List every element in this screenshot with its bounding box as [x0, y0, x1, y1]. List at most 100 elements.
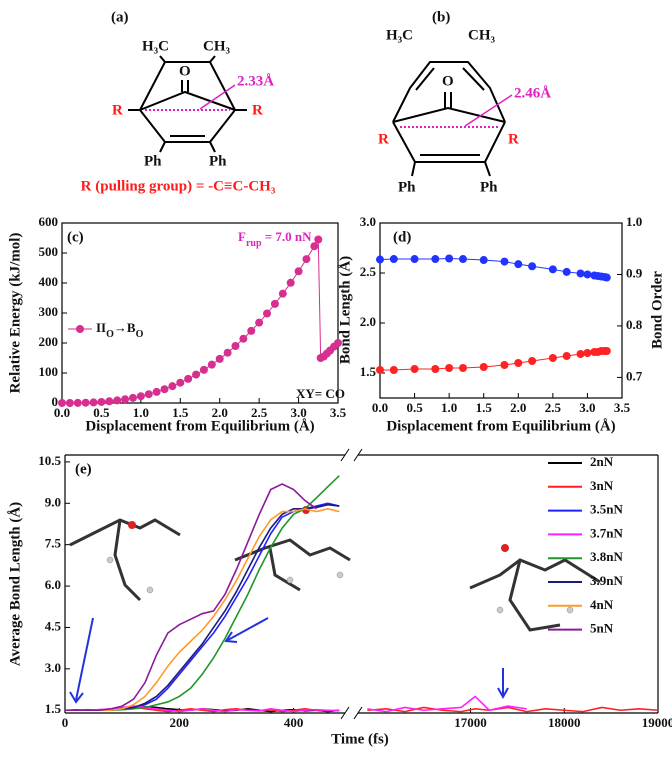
panel-label: (d): [393, 229, 411, 245]
y-tick-label: 1.5: [360, 364, 377, 379]
data-point: [583, 349, 592, 357]
legend-label: 3.7nN: [590, 525, 623, 540]
x-tick-label: 1.5: [172, 405, 189, 420]
x-tick-label: 0.0: [372, 400, 388, 415]
atom-label: Ph: [398, 179, 416, 195]
data-point: [223, 348, 232, 357]
x-tick-label: 0.5: [406, 400, 423, 415]
data-point: [479, 363, 488, 371]
data-point: [270, 299, 279, 308]
data-point: [215, 354, 224, 363]
y-tick-label: 4.5: [45, 618, 62, 633]
data-point: [528, 357, 537, 365]
y-tick-label: 600: [39, 214, 59, 229]
data-point: [431, 365, 440, 373]
y-tick-label: 0.7: [626, 368, 643, 383]
series-line: [65, 483, 317, 712]
atom-label: Ph: [480, 179, 498, 195]
x-tick-label: 2.0: [212, 405, 228, 420]
data-point: [548, 265, 557, 274]
data-point: [302, 255, 311, 264]
data-point: [231, 342, 240, 350]
data-point: [105, 397, 114, 406]
data-point: [314, 235, 323, 244]
text-part: rup: [246, 238, 262, 249]
y-tick-label: 1.5: [45, 701, 62, 716]
atom-label: Ph: [144, 153, 162, 169]
data-point: [389, 366, 398, 374]
distance-label: 2.33Å: [237, 73, 274, 89]
axis-title: Displacement from Equilibrium (Å): [85, 418, 314, 434]
legend-label: 5nN: [590, 621, 614, 636]
data-point: [431, 255, 440, 264]
data-point: [376, 255, 384, 264]
data-point: [528, 262, 537, 271]
atom-label: CH₃: [203, 38, 231, 54]
series-line: [367, 695, 527, 713]
y-tick-label: 400: [39, 274, 59, 289]
data-point: [500, 257, 509, 266]
distance-label: 2.46Å: [514, 85, 551, 101]
data-point: [548, 354, 557, 362]
x-tick-label: 2.5: [251, 405, 268, 420]
data-point: [192, 370, 201, 379]
data-point: [576, 269, 585, 278]
data-point: [445, 254, 454, 263]
data-point: [184, 374, 193, 383]
data-point: [97, 397, 106, 406]
data-point: [278, 289, 287, 298]
data-point: [389, 255, 398, 264]
legend-label: 3.8nN: [590, 549, 623, 564]
y-tick-label: 2.0: [360, 314, 376, 329]
axis-title: Displacement from Equilibrium (Å): [386, 418, 615, 434]
data-point: [410, 255, 419, 264]
y-tick-label: 1.0: [626, 214, 642, 229]
data-point: [500, 361, 509, 369]
x-tick-label: 2.0: [510, 400, 526, 415]
data-point: [576, 350, 585, 358]
legend-label: 2nN: [590, 454, 614, 469]
text-part: →B: [114, 320, 136, 335]
structure-a: (a) H₃C CH₃ O 2.33Å R R Ph Ph R (pulling…: [81, 9, 276, 194]
x-tick-label: 0: [62, 715, 69, 730]
x-tick-label: 1.0: [133, 405, 149, 420]
molecule-sketches: [69, 506, 601, 704]
y-tick-label: 0.9: [626, 265, 643, 280]
data-point: [410, 365, 419, 373]
x-tick-label: 3.5: [614, 400, 631, 415]
axis-title: Relative Energy (kJ/mol): [7, 233, 23, 394]
data-point: [207, 360, 216, 369]
axis-title: Time (fs): [331, 731, 389, 747]
data-point: [199, 365, 208, 374]
data-point: [81, 398, 90, 407]
data-point: [334, 339, 342, 347]
text-part: F: [238, 229, 246, 244]
data-point: [514, 359, 523, 367]
data-point: [113, 396, 122, 405]
legend-label: 3.9nN: [590, 573, 623, 588]
x-tick-label: 400: [284, 715, 304, 730]
atom-label: R: [112, 102, 123, 118]
series-line: [65, 503, 340, 712]
x-tick-label: 0.0: [54, 405, 70, 420]
data-point: [160, 385, 169, 394]
annotation: IIO→BO: [96, 320, 144, 340]
legend-marker: [76, 325, 84, 333]
text-part: II: [96, 320, 106, 335]
panel-label: (c): [67, 229, 84, 245]
x-tick-label: 0.5: [93, 405, 110, 420]
y-tick-label: 200: [39, 334, 59, 349]
caption: R (pulling group) = -C≡C-CH₃: [81, 178, 276, 194]
x-tick-label: 200: [170, 715, 190, 730]
data-point: [168, 382, 177, 391]
data-point: [562, 352, 571, 360]
y-tick-label: 10.5: [38, 453, 61, 468]
structure-b: (b) H₃C CH₃ O 2.46Å R R Ph Ph: [378, 9, 551, 195]
x-tick-label: 3.5: [330, 405, 347, 420]
data-point: [562, 267, 571, 276]
text-part: = 7.0 nN: [262, 229, 313, 244]
data-point: [479, 256, 488, 265]
panel-label: (a): [111, 9, 129, 25]
y-tick-label: 2.5: [360, 264, 377, 279]
